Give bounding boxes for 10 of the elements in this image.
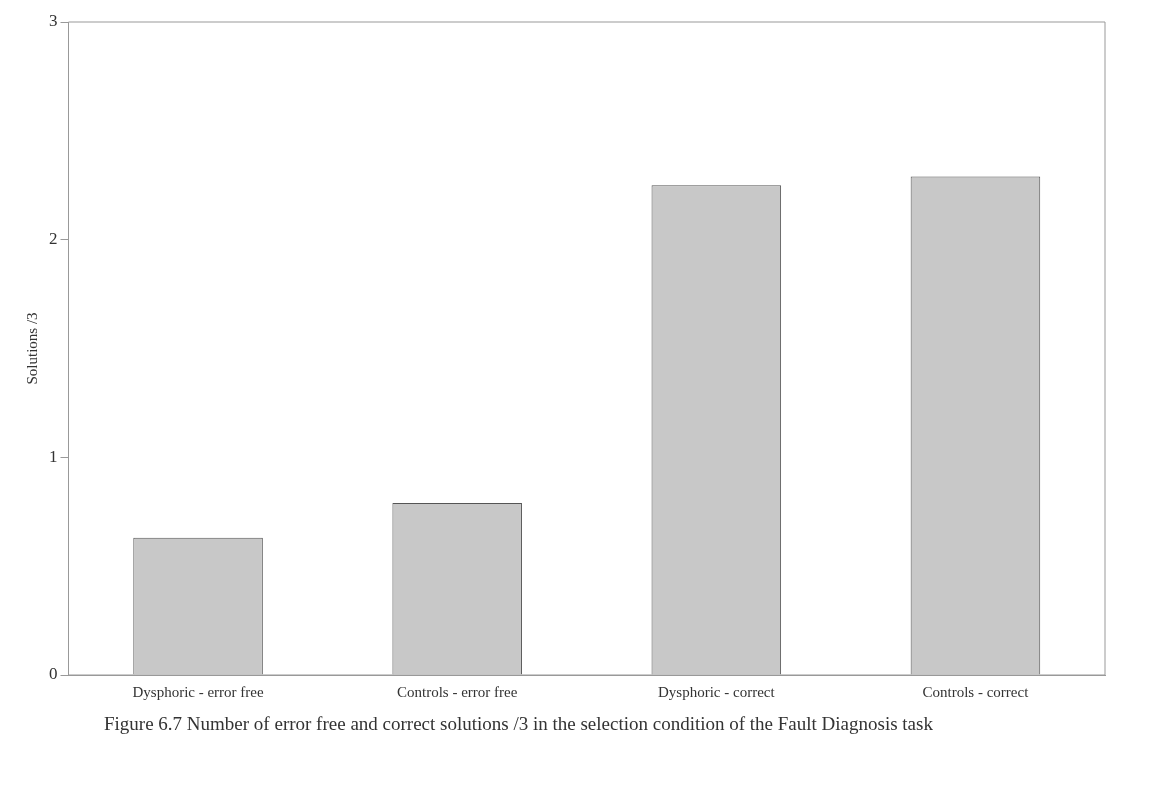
x-tick-label: Controls - error free — [397, 683, 518, 700]
x-tick-label: Dysphoric - error free — [132, 683, 264, 700]
x-tick-label: Dysphoric - correct — [658, 683, 776, 700]
x-tick-label: Controls - correct — [922, 683, 1030, 700]
y-axis-title: Solutions /3 — [23, 312, 40, 385]
caption: Figure 6.7 Number of error free and correct solutions /3 in the selection condition of the Fault Diagnosis task — [104, 712, 934, 736]
y-tick-label: 2 — [49, 229, 58, 249]
y-tick-label: 0 — [49, 664, 58, 684]
y-tick-label: 3 — [49, 11, 58, 31]
y-tick-label: 1 — [49, 446, 58, 466]
